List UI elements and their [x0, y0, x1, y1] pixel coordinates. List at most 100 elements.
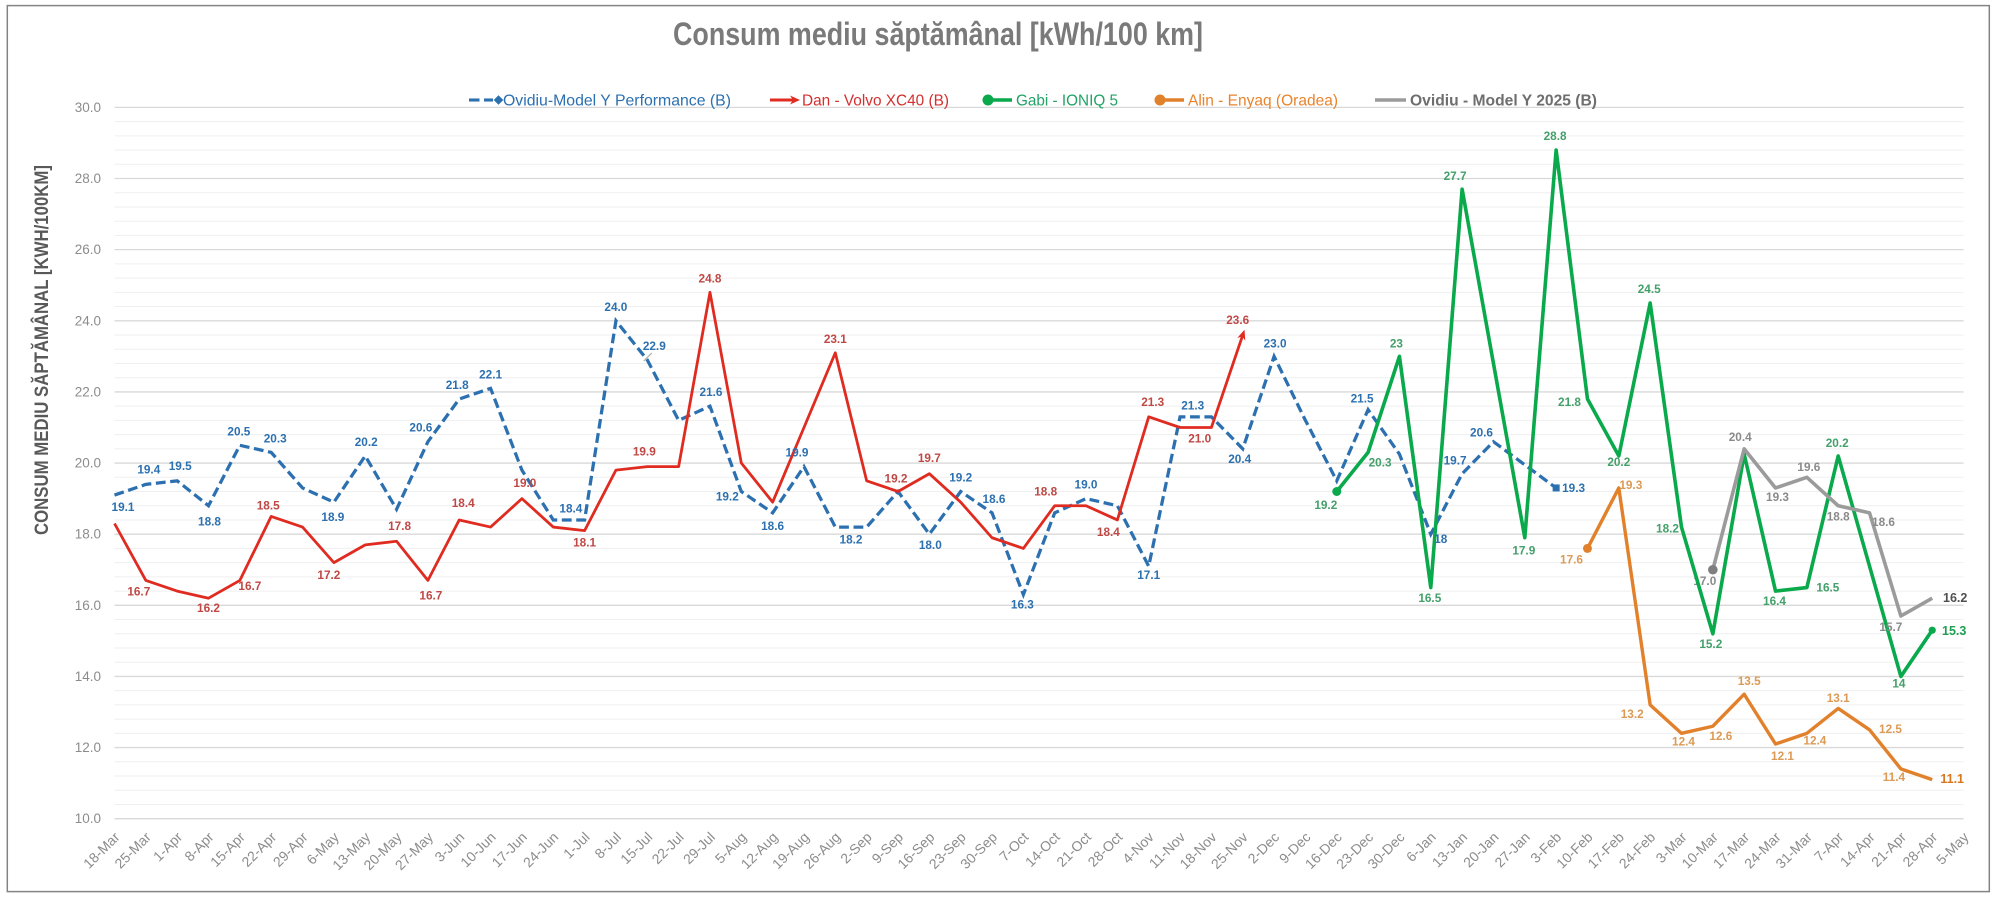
svg-text:20.2: 20.2 [1607, 455, 1630, 469]
svg-text:21.3: 21.3 [1181, 398, 1204, 412]
svg-text:18.6: 18.6 [1872, 515, 1895, 529]
svg-text:14.0: 14.0 [75, 669, 101, 684]
svg-text:Alin - Enyaq (Oradea): Alin - Enyaq (Oradea) [1188, 93, 1338, 110]
svg-text:21.8: 21.8 [446, 378, 469, 392]
svg-text:11.4: 11.4 [1883, 770, 1906, 784]
svg-text:20.4: 20.4 [1729, 430, 1752, 444]
svg-text:18.1: 18.1 [573, 536, 596, 550]
svg-text:22.1: 22.1 [479, 367, 502, 381]
svg-text:21.6: 21.6 [700, 385, 723, 399]
svg-text:12.0: 12.0 [75, 740, 101, 755]
svg-text:18: 18 [1434, 532, 1448, 546]
svg-text:17.1: 17.1 [1137, 568, 1160, 582]
svg-text:19.0: 19.0 [513, 476, 536, 490]
svg-text:15.7: 15.7 [1879, 620, 1902, 634]
svg-text:16.7: 16.7 [419, 588, 442, 602]
svg-text:19.9: 19.9 [633, 445, 656, 459]
svg-text:20.6: 20.6 [409, 421, 432, 435]
svg-text:16.5: 16.5 [1816, 581, 1839, 595]
svg-text:22.9: 22.9 [643, 339, 666, 353]
svg-text:19.7: 19.7 [918, 451, 941, 465]
svg-text:21.8: 21.8 [1558, 395, 1581, 409]
svg-text:19.2: 19.2 [1314, 498, 1337, 512]
svg-text:18.2: 18.2 [840, 533, 863, 547]
svg-text:16.7: 16.7 [238, 579, 261, 593]
svg-text:20.6: 20.6 [1470, 426, 1493, 440]
svg-text:17.8: 17.8 [388, 519, 411, 533]
svg-text:19.7: 19.7 [1444, 454, 1467, 468]
svg-text:24.0: 24.0 [75, 313, 101, 328]
svg-text:10.0: 10.0 [75, 811, 101, 826]
svg-text:12.4: 12.4 [1672, 734, 1695, 748]
svg-text:13.5: 13.5 [1738, 674, 1761, 688]
svg-text:20.3: 20.3 [1369, 455, 1392, 469]
svg-text:13.1: 13.1 [1827, 691, 1850, 705]
svg-text:18.0: 18.0 [75, 527, 101, 542]
svg-text:16.5: 16.5 [1418, 591, 1441, 605]
svg-text:11.1: 11.1 [1940, 772, 1964, 786]
svg-text:13.2: 13.2 [1621, 707, 1644, 721]
svg-text:12.6: 12.6 [1709, 729, 1732, 743]
svg-text:18.4: 18.4 [452, 496, 475, 510]
svg-text:23.0: 23.0 [1264, 336, 1287, 350]
svg-text:16.3: 16.3 [1011, 598, 1034, 612]
svg-text:23.6: 23.6 [1226, 313, 1249, 327]
svg-text:Consum mediu săptămânal [kWh/1: Consum mediu săptămânal [kWh/100 km] [673, 16, 1203, 52]
svg-text:22.0: 22.0 [75, 384, 101, 399]
svg-text:19.2: 19.2 [885, 472, 908, 486]
svg-text:19.2: 19.2 [716, 490, 739, 504]
svg-text:18.0: 18.0 [919, 538, 942, 552]
svg-text:21.0: 21.0 [1188, 432, 1211, 446]
svg-text:18.9: 18.9 [321, 510, 344, 524]
svg-text:23.1: 23.1 [824, 332, 847, 346]
svg-text:15.2: 15.2 [1699, 637, 1722, 651]
svg-text:19.3: 19.3 [1619, 478, 1642, 492]
svg-text:Ovidiu-Model Y Performance (B): Ovidiu-Model Y Performance (B) [503, 93, 731, 110]
svg-text:18.8: 18.8 [198, 515, 221, 529]
svg-text:19.3: 19.3 [1562, 481, 1585, 495]
svg-text:28.0: 28.0 [75, 171, 101, 186]
svg-text:24.5: 24.5 [1638, 282, 1661, 296]
svg-text:19.2: 19.2 [949, 471, 972, 485]
svg-text:27.7: 27.7 [1444, 169, 1467, 183]
svg-text:17.2: 17.2 [317, 568, 340, 582]
svg-text:16.2: 16.2 [197, 601, 220, 615]
svg-text:CONSUM MEDIU SĂPTĂMÂNAL [KWH/1: CONSUM MEDIU SĂPTĂMÂNAL [KWH/100KM] [31, 165, 53, 535]
svg-text:Dan - Volvo XC40 (B): Dan - Volvo XC40 (B) [802, 93, 949, 110]
svg-text:17.9: 17.9 [1512, 544, 1535, 558]
svg-text:Gabi - IONIQ 5: Gabi - IONIQ 5 [1016, 93, 1118, 110]
svg-text:12.4: 12.4 [1803, 733, 1826, 747]
svg-text:20.3: 20.3 [264, 431, 287, 445]
svg-text:19.3: 19.3 [1766, 490, 1789, 504]
svg-text:18.4: 18.4 [559, 502, 582, 516]
svg-text:12.1: 12.1 [1771, 749, 1794, 763]
svg-text:19.5: 19.5 [169, 459, 192, 473]
svg-text:18.4: 18.4 [1097, 525, 1120, 539]
svg-text:20.4: 20.4 [1228, 452, 1251, 466]
svg-text:26.0: 26.0 [75, 242, 101, 257]
svg-text:18.5: 18.5 [257, 498, 280, 512]
svg-text:16.0: 16.0 [75, 598, 101, 613]
svg-text:20.5: 20.5 [227, 424, 250, 438]
svg-text:30.0: 30.0 [75, 100, 101, 115]
svg-text:19.9: 19.9 [786, 446, 809, 460]
svg-text:Ovidiu - Model Y 2025 (B): Ovidiu - Model Y 2025 (B) [1410, 93, 1597, 110]
svg-text:21.5: 21.5 [1351, 392, 1374, 406]
svg-text:16.2: 16.2 [1943, 591, 1967, 605]
svg-text:20.2: 20.2 [355, 435, 378, 449]
svg-text:21.3: 21.3 [1141, 395, 1164, 409]
svg-text:19.1: 19.1 [112, 500, 135, 514]
svg-text:18.8: 18.8 [1827, 510, 1850, 524]
svg-text:18.6: 18.6 [761, 519, 784, 533]
svg-text:18.2: 18.2 [1656, 522, 1679, 536]
svg-text:24.8: 24.8 [699, 271, 722, 285]
svg-text:24.0: 24.0 [604, 300, 627, 314]
svg-text:23: 23 [1390, 336, 1404, 350]
svg-text:15.3: 15.3 [1942, 624, 1966, 638]
svg-text:17.6: 17.6 [1560, 552, 1583, 566]
svg-text:18.6: 18.6 [983, 492, 1006, 506]
svg-text:20.2: 20.2 [1826, 436, 1849, 450]
svg-text:12.5: 12.5 [1879, 722, 1902, 736]
svg-text:19.6: 19.6 [1797, 460, 1820, 474]
svg-text:19.0: 19.0 [1075, 478, 1098, 492]
